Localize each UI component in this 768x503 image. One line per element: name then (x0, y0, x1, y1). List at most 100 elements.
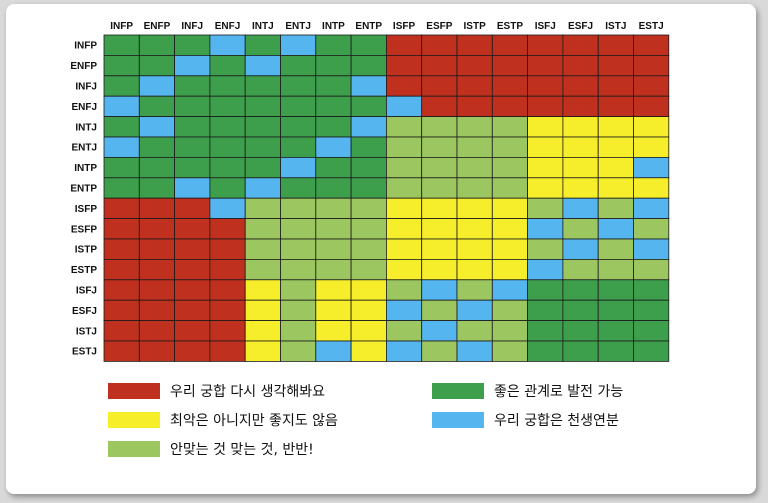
cell-intp-esfp (421, 156, 458, 179)
row-labels: INFP ENFP INFJ ENFJ INTJ ENTJ INTP ENTP ISFP ESFP… (70, 41, 97, 358)
cell-estp-enfj (209, 258, 246, 281)
cell-esfj-enfj (209, 299, 246, 322)
cell-entj-intp (315, 136, 352, 158)
cell-intp-intj (244, 156, 281, 179)
cell-isfj-intj (244, 279, 281, 301)
cell-esfp-isfj (527, 218, 564, 240)
cell-intj-istp (456, 116, 493, 138)
row-label: ENTJ (71, 143, 97, 154)
cell-esfp-estj (633, 218, 670, 240)
cell-estp-intj (244, 258, 281, 281)
cell-estp-istp (456, 258, 493, 281)
cell-enfj-isfj (527, 95, 564, 117)
cell-infj-istp (456, 75, 493, 97)
cell-estj-istj (597, 340, 634, 362)
cell-infp-esfj (562, 34, 599, 56)
cell-entj-istp (456, 136, 493, 158)
cell-intj-infp (103, 116, 140, 138)
cell-isfp-istp (456, 197, 493, 219)
cell-intp-isfp (385, 156, 423, 179)
column-label: ISTJ (605, 21, 626, 32)
cell-estp-infj (174, 258, 211, 281)
cell-estp-esfj (562, 258, 599, 281)
cell-esfj-estj (633, 299, 670, 322)
cell-istj-entp (350, 320, 387, 342)
cell-infj-intj (244, 75, 281, 97)
cell-entj-esfj (562, 136, 599, 158)
cell-enfp-isfp (385, 55, 423, 77)
cell-isfp-istj (597, 197, 634, 219)
cell-estp-enfp (138, 258, 176, 281)
cell-isfp-esfj (562, 197, 599, 219)
cell-isfj-isfp (385, 279, 423, 301)
cell-istp-intp (315, 238, 352, 260)
cell-isfj-isfj (527, 279, 564, 301)
cell-istp-enfp (138, 238, 176, 260)
cell-infp-intj (244, 34, 281, 56)
cell-intp-estp (491, 156, 528, 179)
cell-istp-isfj (527, 238, 564, 260)
column-label: ISFJ (535, 21, 556, 32)
cell-estj-entp (350, 340, 387, 362)
cell-estj-esfj (562, 340, 599, 362)
column-label: ESFJ (568, 21, 593, 32)
cell-infj-intp (315, 75, 352, 97)
cell-estp-estp (491, 258, 528, 281)
cell-infp-entj (280, 34, 317, 56)
cell-entj-istj (597, 136, 634, 158)
cell-istj-isfp (385, 320, 423, 342)
legend-swatch (432, 383, 484, 399)
cell-intj-intj (244, 116, 281, 138)
cell-intj-isfj (527, 116, 564, 138)
cell-estp-estj (633, 258, 670, 281)
cell-istp-istp (456, 238, 493, 260)
cell-esfp-infj (174, 218, 211, 240)
cell-istp-entj (280, 238, 317, 260)
cell-isfp-esfp (421, 197, 458, 219)
cell-infj-infj (174, 75, 211, 97)
cell-entj-entj (280, 136, 317, 158)
cell-esfj-enfp (138, 299, 176, 322)
cell-isfp-isfj (527, 197, 564, 219)
cell-isfp-isfp (385, 197, 423, 219)
cell-entp-isfj (527, 177, 564, 199)
legend-swatch (432, 412, 484, 428)
cell-istj-intj (244, 320, 281, 342)
cell-entp-infp (103, 177, 140, 199)
cell-entp-intj (244, 177, 281, 199)
cell-intp-istj (597, 156, 634, 179)
cell-isfj-istp (456, 279, 493, 301)
cell-intp-esfj (562, 156, 599, 179)
cell-esfj-istp (456, 299, 493, 322)
cell-estj-estp (491, 340, 528, 362)
row-label: ISTP (75, 245, 98, 256)
row-label: ESFP (71, 224, 97, 235)
cell-infj-infp (103, 75, 140, 97)
cell-isfj-istj (597, 279, 634, 301)
cell-entj-estj (633, 136, 670, 158)
cell-entp-enfp (138, 177, 176, 199)
cell-isfj-enfp (138, 279, 176, 301)
cell-esfj-esfp (421, 299, 458, 322)
cell-enfj-esfj (562, 95, 599, 117)
cell-estj-estj (633, 340, 670, 362)
cell-enfp-enfp (138, 55, 176, 77)
cell-istj-entj (280, 320, 317, 342)
cell-istp-intj (244, 238, 281, 260)
cell-intj-istj (597, 116, 634, 138)
cell-isfj-estj (633, 279, 670, 301)
cell-esfj-estp (491, 299, 528, 322)
cell-intp-estj (633, 156, 670, 179)
cell-esfj-istj (597, 299, 634, 322)
cell-infp-infj (174, 34, 211, 56)
cell-istj-esfj (562, 320, 599, 342)
cell-estj-enfj (209, 340, 246, 362)
cell-enfp-istp (456, 55, 493, 77)
cell-intp-enfj (209, 156, 246, 179)
cell-entp-entj (280, 177, 317, 199)
cell-isfj-esfp (421, 279, 458, 301)
cell-enfj-entp (350, 95, 387, 117)
cell-entp-estp (491, 177, 528, 199)
cell-enfp-entj (280, 55, 317, 77)
